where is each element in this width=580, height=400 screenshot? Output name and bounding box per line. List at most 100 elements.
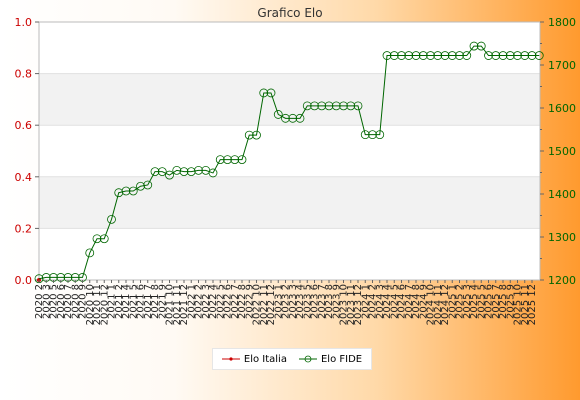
x-tick-label: 2024 9 xyxy=(418,284,429,319)
data-point xyxy=(462,51,472,60)
x-tick-label: 2022 7 xyxy=(230,284,241,319)
x-tick-label: 2022 2 xyxy=(194,284,205,319)
x-tick-label: 2022 10 xyxy=(252,284,263,325)
x-tick-label: 2024 4 xyxy=(382,284,393,319)
data-point xyxy=(375,130,385,140)
data-point xyxy=(99,234,109,244)
x-tick-label: 2022 3 xyxy=(201,284,212,319)
data-point xyxy=(244,130,254,140)
legend-swatch-green xyxy=(298,355,317,363)
x-tick-label: 2021 1 xyxy=(107,284,118,319)
data-point xyxy=(317,101,327,111)
y-right-tick-label: 1600 xyxy=(548,102,576,115)
x-tick-label: 2023 9 xyxy=(331,284,342,319)
data-point xyxy=(179,167,189,177)
y-right-tick-label: 1800 xyxy=(548,16,576,29)
data-point xyxy=(259,88,269,98)
x-tick-label: 2021 8 xyxy=(150,284,161,319)
x-tick-label: 2025 7 xyxy=(491,284,502,319)
x-tick-label: 2021 10 xyxy=(165,284,176,325)
data-point xyxy=(331,101,341,111)
data-point xyxy=(128,186,138,196)
x-tick-label: 2023 4 xyxy=(295,284,306,319)
legend-swatch-red xyxy=(221,357,240,361)
data-point xyxy=(505,51,515,60)
x-tick-label: 2021 2 xyxy=(114,284,125,319)
data-point xyxy=(252,130,261,140)
data-point xyxy=(150,167,160,177)
data-point xyxy=(469,41,479,51)
x-tick-label: 2020 8 xyxy=(70,284,81,319)
x-tick-label: 2022 5 xyxy=(215,284,226,319)
x-tick-label: 2021 4 xyxy=(121,284,132,319)
y-right-tick-label: 1700 xyxy=(548,59,576,72)
data-point xyxy=(223,155,232,165)
data-point xyxy=(527,51,537,60)
data-point xyxy=(476,41,486,51)
x-tick-label: 2020 5 xyxy=(49,284,60,319)
legend-label-elo-italia: Elo Italia xyxy=(243,353,287,365)
x-tick-label: 2024 7 xyxy=(404,284,415,319)
x-tick-label: 2021 11 xyxy=(172,284,183,325)
y-left-tick-label: 0.2 xyxy=(15,222,33,235)
data-point xyxy=(114,188,124,198)
x-tick-label: 2025 5 xyxy=(476,284,487,319)
x-tick-label: 2020 10 xyxy=(85,284,96,325)
x-tick-label: 2025 4 xyxy=(469,284,480,319)
x-tick-label: 2025 12 xyxy=(527,284,538,325)
data-point xyxy=(194,165,203,175)
data-point xyxy=(273,110,283,119)
y-left-tick-label: 0.0 xyxy=(15,274,33,287)
x-tick-label: 2023 6 xyxy=(310,284,321,319)
data-point xyxy=(186,167,196,177)
data-point xyxy=(418,51,428,60)
data-point xyxy=(136,181,145,191)
x-tick-label: 2024 2 xyxy=(368,284,379,319)
data-point xyxy=(440,51,450,60)
x-tick-label: 2024 1 xyxy=(360,284,371,319)
x-tick-label: 2024 8 xyxy=(411,284,422,319)
x-tick-label: 2021 9 xyxy=(157,284,168,319)
data-point xyxy=(143,180,153,190)
data-point xyxy=(404,51,414,60)
y-left-tick-label: 1.0 xyxy=(15,16,33,29)
data-point xyxy=(215,155,225,165)
x-tick-label: 2022 6 xyxy=(223,284,234,319)
x-tick-label: 2025 1 xyxy=(447,284,458,319)
data-point xyxy=(230,155,240,165)
x-tick-label: 2023 7 xyxy=(317,284,328,319)
data-point xyxy=(310,101,319,111)
plot-area xyxy=(39,22,540,280)
data-point xyxy=(85,248,95,258)
x-tick-label: 2022 4 xyxy=(208,284,219,319)
x-tick-label: 2024 12 xyxy=(440,284,451,325)
data-point xyxy=(172,165,182,175)
data-point xyxy=(281,113,290,123)
x-tick-label: 2020 2 xyxy=(34,284,45,319)
x-tick-label: 2024 10 xyxy=(426,284,437,325)
data-point xyxy=(237,155,247,165)
data-point xyxy=(382,51,392,60)
data-point xyxy=(266,88,276,98)
data-point xyxy=(165,170,174,180)
x-tick-label: 2025 10 xyxy=(513,284,524,325)
x-tick-label: 2025 9 xyxy=(505,284,516,319)
data-point xyxy=(411,51,421,60)
y-right-tick-label: 1300 xyxy=(548,231,576,244)
x-tick-label: 2023 11 xyxy=(346,284,357,325)
data-point xyxy=(353,101,363,111)
data-point xyxy=(339,101,348,111)
x-tick-label: 2025 8 xyxy=(498,284,509,319)
data-point xyxy=(208,168,218,178)
data-point xyxy=(520,51,530,60)
data-point xyxy=(360,130,370,140)
data-point xyxy=(295,113,305,123)
data-point xyxy=(302,101,312,111)
x-tick-label: 2023 5 xyxy=(302,284,313,319)
x-tick-label: 2023 12 xyxy=(353,284,364,325)
y-right-tick-label: 1200 xyxy=(548,274,576,287)
data-point xyxy=(447,51,457,60)
x-tick-label: 2021 12 xyxy=(179,284,190,325)
legend-item-elo-fide: Elo FIDE xyxy=(298,354,362,365)
